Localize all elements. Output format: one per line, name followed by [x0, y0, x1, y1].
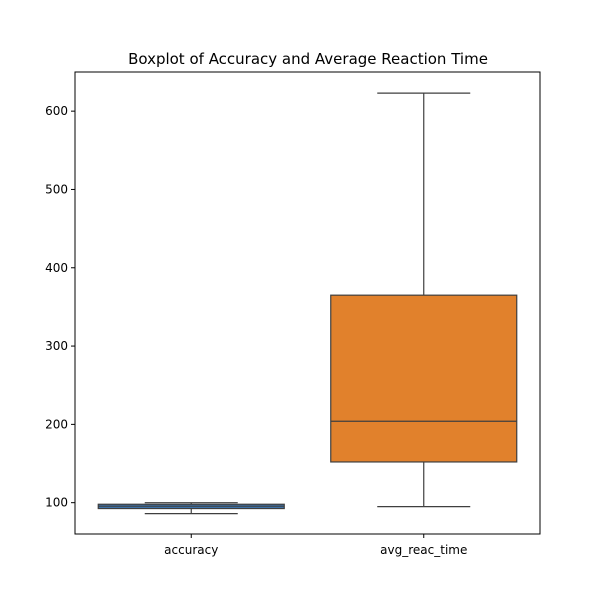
y-tick-label: 500 — [45, 182, 68, 196]
x-tick-label: accuracy — [164, 543, 218, 557]
plot-area: 100 200 300 400 500 600 accuracy avg_reac_time — [45, 92, 518, 557]
box-avg-reac-time — [330, 294, 518, 463]
chart-title: Boxplot of Accuracy and Average Reaction… — [128, 50, 488, 68]
y-tick-label: 200 — [45, 417, 68, 431]
y-tick-label: 100 — [45, 496, 68, 510]
y-tick-label: 600 — [45, 104, 68, 118]
axes-frame — [74, 71, 541, 535]
y-tick-label: 400 — [45, 261, 68, 275]
y-tick-label: 300 — [45, 339, 68, 353]
x-tick-label: avg_reac_time — [380, 543, 467, 557]
